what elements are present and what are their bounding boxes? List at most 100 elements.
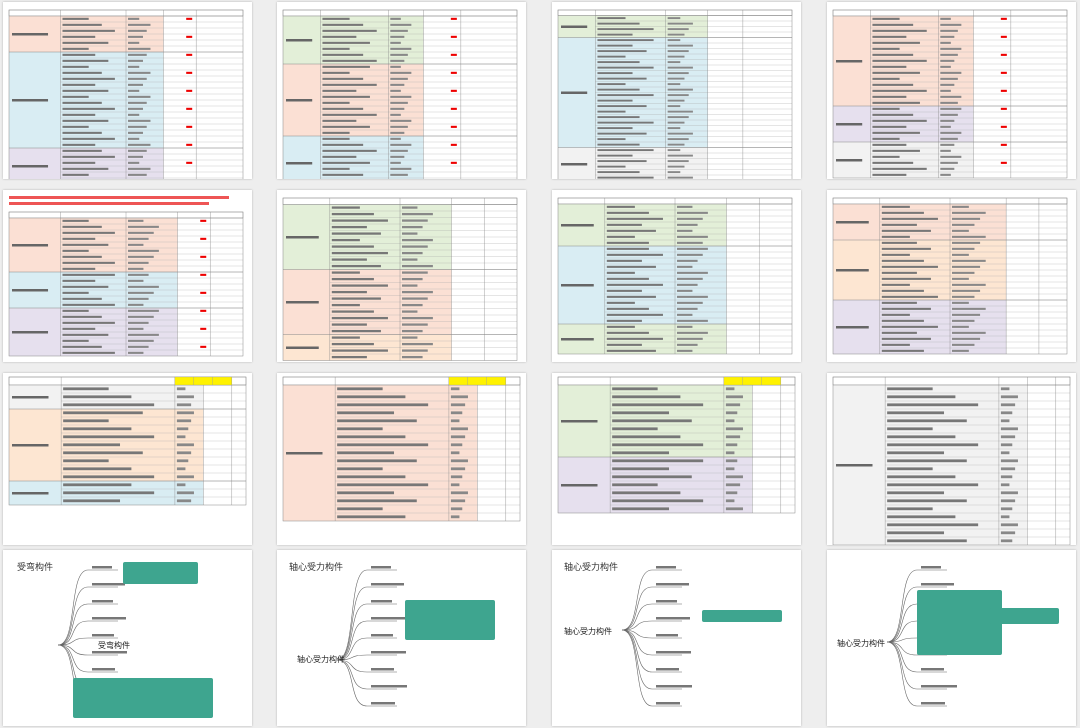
- text-stub: [597, 132, 647, 135]
- text-stub: [940, 143, 955, 146]
- text-stub: [597, 160, 647, 163]
- text-stub: [872, 101, 920, 104]
- text-stub: [872, 149, 920, 152]
- branch: [336, 654, 397, 661]
- text-stub: [887, 395, 956, 399]
- mark: [1000, 17, 1007, 20]
- slide-12[interactable]: [827, 373, 1076, 545]
- text-stub: [450, 515, 460, 519]
- text-stub: [322, 167, 350, 170]
- slide-8[interactable]: [827, 190, 1076, 362]
- text-stub: [612, 443, 704, 447]
- slide-6[interactable]: [277, 190, 526, 362]
- text-stub: [128, 95, 151, 98]
- slide-16[interactable]: 轴心受力构件: [827, 550, 1076, 726]
- slide-15[interactable]: 轴心受力构件 轴心受力构件: [552, 550, 801, 726]
- text-stub: [597, 171, 640, 174]
- mark: [1000, 35, 1007, 38]
- slide-14[interactable]: 轴心受力构件 轴心受力构件: [277, 550, 526, 726]
- text-stub: [612, 395, 681, 399]
- text-stub: [887, 419, 967, 423]
- text-stub: [337, 419, 417, 423]
- text-stub: [402, 329, 423, 333]
- text-stub: [606, 331, 649, 334]
- text-stub: [128, 149, 147, 152]
- text-stub: [656, 651, 691, 654]
- slide-11[interactable]: [552, 373, 801, 545]
- text-stub: [597, 105, 647, 108]
- slide-4[interactable]: [827, 2, 1076, 179]
- text-stub: [725, 459, 738, 463]
- text-stub: [390, 131, 405, 134]
- text-stub: [952, 241, 981, 244]
- mark: [1000, 125, 1007, 128]
- text-stub: [322, 59, 377, 62]
- text-stub: [597, 127, 633, 130]
- slide-9[interactable]: [3, 373, 252, 545]
- text-stub: [331, 323, 367, 326]
- text-stub: [176, 435, 186, 439]
- text-stub: [1000, 515, 1010, 519]
- slide-5[interactable]: [3, 190, 252, 362]
- text-stub: [62, 279, 96, 282]
- text-stub: [62, 131, 102, 134]
- text-stub: [881, 343, 910, 346]
- text-stub: [337, 451, 395, 455]
- text-stub: [606, 313, 663, 316]
- slide-13[interactable]: 受弯构件 受弯构件: [3, 550, 252, 726]
- text-stub: [63, 451, 143, 455]
- text-stub: [390, 137, 401, 140]
- header-cell: [761, 376, 781, 386]
- text-stub: [725, 387, 735, 391]
- slide-title: 受弯构件: [17, 563, 54, 573]
- text-stub: [322, 23, 364, 26]
- slide-7[interactable]: [552, 190, 801, 362]
- text-stub: [390, 53, 408, 56]
- text-stub: [1000, 395, 1018, 399]
- text-stub: [128, 249, 159, 252]
- text-stub: [390, 83, 405, 86]
- text-stub: [450, 435, 466, 439]
- text-stub: [337, 411, 395, 415]
- text-stub: [128, 65, 140, 68]
- text-stub: [128, 173, 147, 176]
- text-stub: [450, 427, 468, 431]
- slide-2[interactable]: [277, 2, 526, 179]
- text-stub: [940, 161, 958, 164]
- text-stub: [402, 219, 428, 222]
- text-stub: [725, 411, 738, 415]
- text-stub: [667, 99, 685, 102]
- text-stub: [606, 349, 656, 352]
- slide-3[interactable]: [552, 2, 801, 179]
- text-stub: [331, 232, 381, 235]
- text-stub: [322, 65, 370, 68]
- table-border: [832, 9, 1068, 179]
- text-stub: [337, 475, 406, 479]
- text-stub: [390, 71, 412, 74]
- text-stub: [286, 346, 319, 349]
- text-stub: [390, 77, 408, 80]
- branch: [336, 659, 397, 673]
- text-stub: [128, 161, 140, 164]
- text-stub: [62, 261, 115, 264]
- text-stub: [128, 77, 147, 80]
- thumbnail: [832, 9, 1068, 179]
- text-stub: [63, 395, 132, 399]
- text-stub: [371, 600, 392, 603]
- text-stub: [612, 411, 670, 415]
- text-stub: [606, 205, 635, 208]
- slide-10[interactable]: [277, 373, 526, 545]
- slide-1[interactable]: [3, 2, 252, 179]
- text-stub: [450, 491, 468, 495]
- text-stub: [337, 483, 429, 487]
- text-stub: [286, 99, 313, 102]
- text-stub: [921, 583, 954, 586]
- text-stub: [128, 119, 151, 122]
- text-stub: [677, 283, 698, 286]
- text-stub: [390, 35, 405, 38]
- text-stub: [836, 269, 869, 272]
- text-stub: [450, 387, 460, 391]
- text-stub: [1000, 443, 1013, 447]
- text-stub: [952, 265, 981, 268]
- text-stub: [390, 29, 408, 32]
